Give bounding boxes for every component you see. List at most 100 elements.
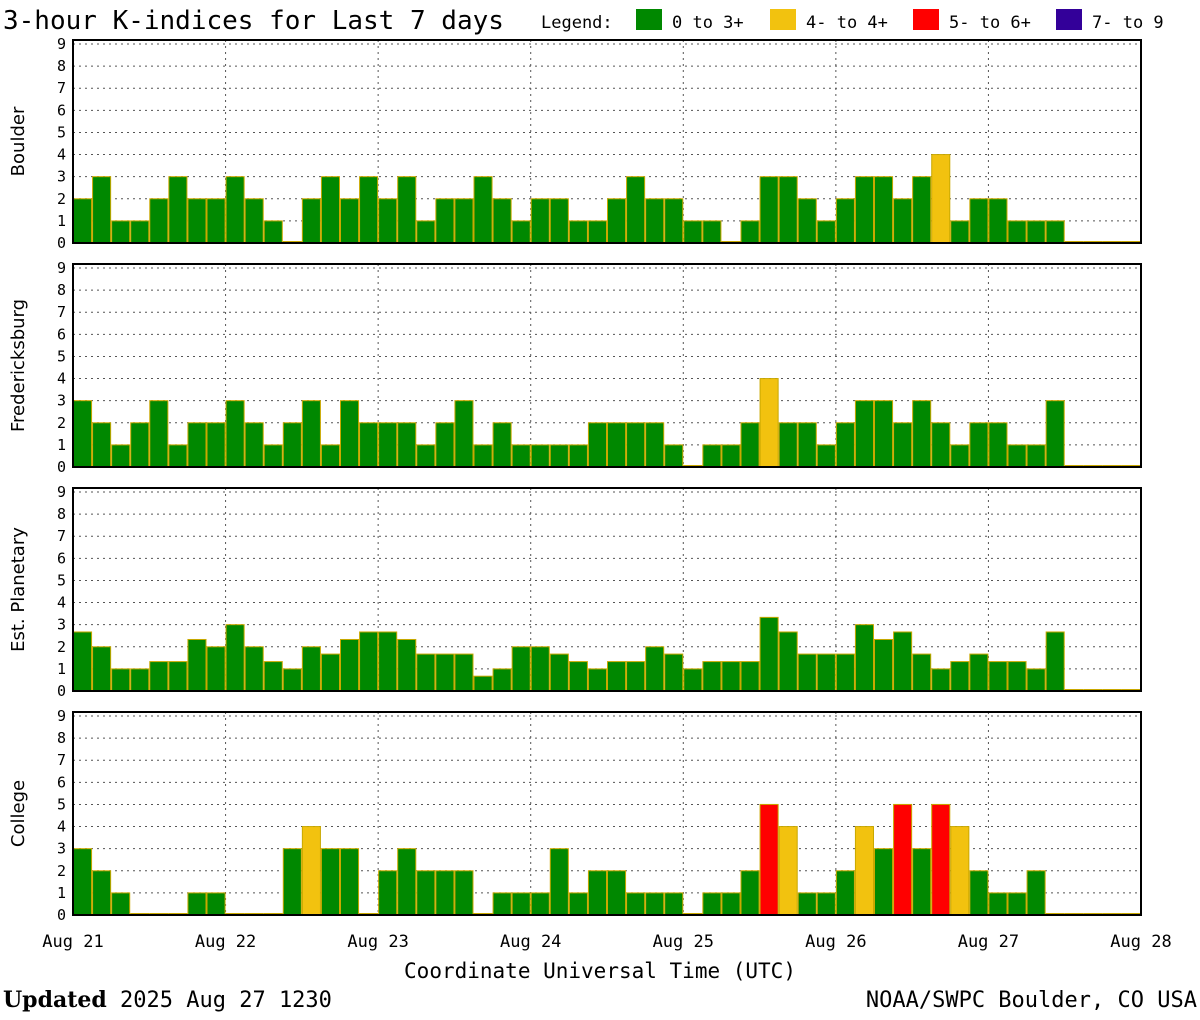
bar [130,668,150,692]
bar [874,176,894,244]
footer-source: NOAA/SWPC Boulder, CO USA [866,988,1197,1013]
bar [912,653,932,692]
bar [1026,220,1046,244]
bar [492,892,512,916]
bar [473,444,493,468]
bar [950,220,970,244]
bar [549,848,569,916]
bar [263,661,283,692]
y-tick-label: 6 [57,549,66,567]
bar [282,848,302,916]
panel-frame [72,711,1142,916]
panel-frame [72,487,1142,692]
bar [206,892,226,916]
y-tick-label: 0 [57,458,66,476]
y-tick-label: 5 [57,571,66,589]
bar [568,892,588,916]
x-tick-label: Aug 22 [195,932,256,952]
bar [740,661,760,692]
bar [969,198,989,244]
bar [816,220,836,244]
bar [778,422,798,468]
bar [626,661,646,692]
bar [702,444,722,468]
bar [816,444,836,468]
y-tick-label: 4 [57,594,66,612]
bar [511,892,531,916]
bar [206,198,226,244]
bar [587,220,608,244]
bar [359,176,379,244]
bar [530,646,550,692]
bar [397,176,417,244]
x-axis-label: Coordinate Universal Time (UTC) [404,959,796,983]
y-tick-label: 9 [57,707,66,725]
y-tick-label: 3 [57,616,66,634]
legend-swatch-2 [913,9,939,30]
bar [969,653,989,692]
bar [835,870,855,916]
bar [683,668,703,692]
bar [988,892,1008,916]
bar [378,422,398,468]
updated-value: 2025 Aug 27 1230 [120,988,332,1013]
footer-updated: Updated 2025 Aug 27 1230 [3,987,332,1013]
bar [454,870,474,916]
bar [664,198,684,244]
bar [435,422,455,468]
bar [511,646,531,692]
bar [263,444,283,468]
y-tick-label: 1 [57,660,66,678]
chart-title: 3-hour K-indices for Last 7 days [3,6,504,36]
bar [187,422,207,468]
bar [206,646,226,692]
bar [740,870,760,916]
panel-frame [72,39,1142,244]
legend-item-2: 5- to 6+ [949,13,1031,33]
y-tick-label: 8 [57,505,66,523]
bar [797,653,817,692]
bar [950,444,970,468]
panel-2: 0 1 2 3 4 5 6 7 8 9 Est. Planetary [8,483,1142,700]
bar [397,848,417,916]
bar [607,870,627,916]
bar [244,646,264,692]
bar [340,400,360,468]
bar [1026,444,1046,468]
bar [511,220,531,244]
bar [225,400,245,468]
bar [549,198,569,244]
bar [1007,220,1027,244]
y-tick-label: 4 [57,146,66,164]
bar [187,892,207,916]
y-tick-label: 0 [57,682,66,700]
bar [301,400,321,468]
bar [1007,444,1027,468]
bar [893,803,913,916]
bar [187,198,207,244]
bar [1026,870,1046,916]
x-tick-label: Aug 25 [653,932,714,952]
legend-item-0: 0 to 3+ [672,13,744,33]
bar [912,176,932,244]
bar [530,892,550,916]
bar [320,653,340,692]
bar [111,892,131,916]
bar [92,176,112,244]
y-tick-label: 7 [57,751,66,769]
bar [912,400,932,468]
bar [874,848,894,916]
panel-3: 0 1 2 3 4 5 6 7 8 9 College [8,707,1142,924]
bar [282,422,302,468]
y-tick-label: 1 [57,884,66,902]
x-tick-label: Aug 28 [1110,932,1171,952]
bar [397,638,417,692]
bar [645,198,665,244]
bar [92,422,112,468]
y-tick-label: 5 [57,795,66,813]
bar [225,624,245,692]
bar [797,198,817,244]
bar [454,198,474,244]
y-tick-label: 1 [57,436,66,454]
